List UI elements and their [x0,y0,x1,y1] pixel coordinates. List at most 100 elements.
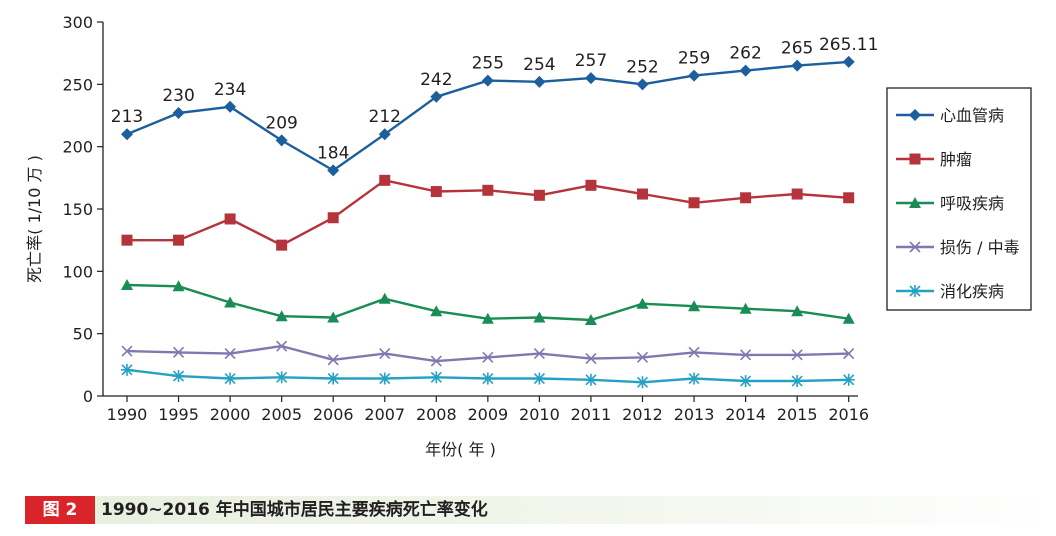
marker-x-stroke [430,355,442,367]
marker-asterisk [172,370,185,383]
marker-triangle [327,311,340,323]
marker-asterisk [481,372,494,385]
marker-square [224,213,236,225]
legend-label: 呼吸疾病 [940,194,1004,213]
marker-asterisk [378,372,391,385]
legend-label: 心血管病 [940,106,1004,125]
marker-square [637,188,648,200]
data-label: 184 [317,143,349,163]
marker-x [688,346,700,358]
marker-asterisk [688,372,701,385]
marker-triangle [430,305,443,317]
marker-x [585,353,597,365]
data-label: 213 [111,107,143,127]
marker-triangle [378,292,391,304]
x-tick-label: 2013 [674,405,715,424]
marker-asterisk [584,373,597,386]
x-tick-label: 2000 [210,405,251,424]
marker-square [482,184,494,196]
marker-triangle [842,312,855,324]
axes: 0 50 100 150 200 250 300 1990 1995 2000 2005 2006 20… [62,13,869,424]
marker-x-stroke [379,348,391,360]
marker-diamond [275,134,288,147]
marker-x [121,345,133,357]
marker-square [430,186,442,198]
legend-item-5: 消化疾病 [896,282,1004,301]
marker-triangle [275,310,288,322]
marker-square [791,188,803,200]
marker-x [172,346,185,358]
marker-x [327,354,339,366]
marker-diamond [636,78,649,91]
legend-label: 消化疾病 [940,282,1004,301]
marker-triangle [584,313,597,325]
marker-triangle [739,302,752,314]
marker-diamond [378,128,391,141]
legend-label: 损伤 / 中毒 [940,238,1020,257]
data-label: 254 [523,55,555,75]
marker-x [740,349,752,361]
marker-asterisk [739,375,752,388]
caption-tag: 图 2 [25,496,95,524]
marker-square [909,153,921,165]
marker-diamond [430,90,443,103]
y-tick-label: 150 [62,200,93,219]
marker-square [121,234,133,246]
x-tick-label: 2015 [777,405,818,424]
data-label: 259 [678,49,710,69]
marker-x [533,348,545,360]
marker-x [909,241,921,253]
series-3 [121,279,855,325]
y-tick-label: 200 [62,138,93,157]
marker-x-stroke [843,348,855,360]
x-tick-label: 2012 [622,405,663,424]
marker-diamond [172,107,185,120]
marker-asterisk [121,363,133,376]
marker-square [843,192,855,204]
data-label: 209 [265,113,297,133]
line-chart: 0 50 100 150 200 250 300 1990 1995 2000 2005 2006 20… [25,13,1032,459]
marker-x-stroke [172,346,185,358]
marker-triangle [533,311,546,323]
x-tick-label: 2005 [261,405,302,424]
marker-diamond [842,55,855,68]
marker-x-stroke [585,353,597,365]
marker-asterisk [909,285,921,297]
marker-triangle [909,197,921,208]
marker-x-stroke [636,351,649,363]
marker-x-stroke [224,348,236,360]
legend-box [886,87,1032,311]
x-axis-title: 年份( 年 ) [425,440,496,459]
data-label: 230 [162,86,194,106]
marker-x [636,351,649,363]
marker-triangle [688,300,701,312]
marker-diamond [909,109,921,121]
data-label: 212 [369,107,401,127]
marker-asterisk [842,373,855,386]
legend-label: 肿瘤 [940,150,972,169]
y-tick-label: 0 [83,387,93,406]
marker-x [276,340,288,352]
marker-triangle [224,296,237,308]
marker-diamond [224,100,237,113]
x-tick-label: 2011 [571,405,612,424]
data-label: 234 [214,80,246,100]
marker-asterisk [636,376,649,389]
x-tick-label: 2006 [313,405,354,424]
marker-x [843,348,855,360]
marker-square [740,192,752,204]
marker-asterisk [224,372,237,385]
marker-x-stroke [482,351,494,363]
marker-x-stroke [276,340,288,352]
x-tick-label: 2010 [519,405,560,424]
series-layer [121,55,855,389]
marker-diamond [688,69,701,82]
x-tick-label: 2014 [725,405,766,424]
series-1 [121,55,855,177]
data-label: 242 [420,70,452,90]
marker-x [224,348,236,360]
marker-diamond [584,72,597,85]
x-tick-label: 2007 [364,405,405,424]
marker-x [482,351,494,363]
